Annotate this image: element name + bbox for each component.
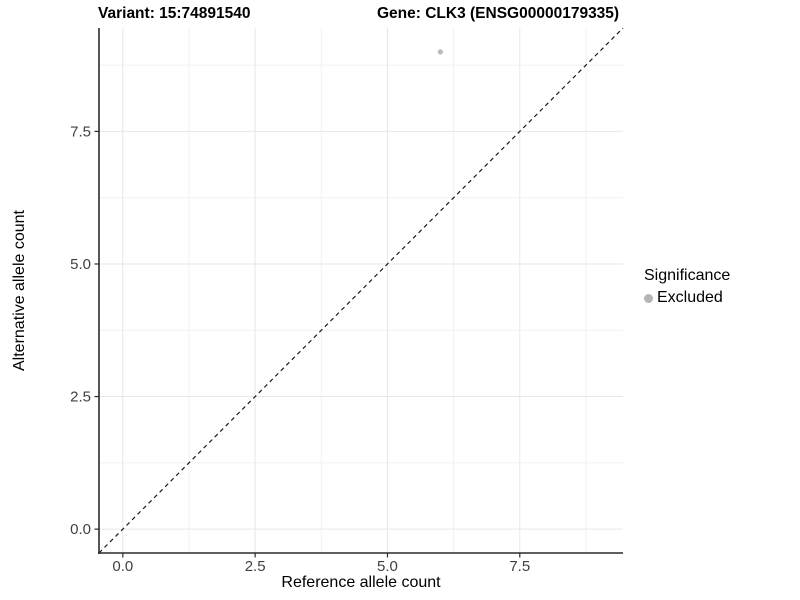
y-axis-title: Alternative allele count	[11, 210, 28, 371]
diagonal-reference-line	[98, 27, 624, 554]
x-tick-label: 7.5	[509, 558, 530, 575]
legend-title: Significance	[644, 267, 731, 284]
y-tick-label: 5.0	[70, 256, 91, 273]
legend: Significance Excluded	[644, 267, 730, 307]
y-tick-label: 7.5	[70, 123, 91, 140]
x-axis-title: Reference allele count	[281, 574, 441, 591]
excluded-point-icon	[644, 293, 653, 303]
data-point	[437, 49, 444, 55]
legend-item-label: Excluded	[657, 289, 723, 306]
x-tick-label: 0.0	[112, 558, 133, 575]
y-tick-label: 2.5	[70, 389, 91, 406]
plot-title-gene: Gene: CLK3 (ENSG00000179335)	[377, 5, 620, 22]
x-tick-label: 5.0	[377, 558, 398, 575]
y-tick-label: 0.0	[70, 521, 91, 538]
x-tick-label: 2.5	[245, 558, 266, 575]
legend-item-excluded: Excluded	[644, 289, 730, 307]
plot-title-variant: Variant: 15:74891540	[98, 5, 251, 22]
